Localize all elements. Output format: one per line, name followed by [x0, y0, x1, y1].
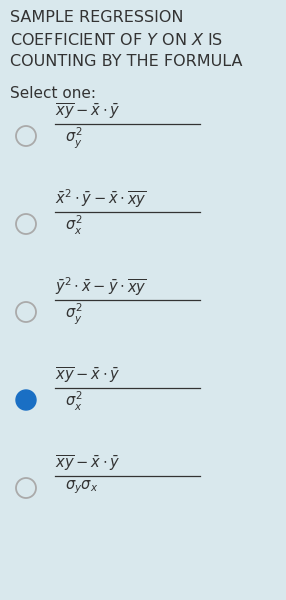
Circle shape	[16, 390, 36, 410]
Text: COUNTING BY THE FORMULA: COUNTING BY THE FORMULA	[10, 54, 243, 69]
Text: $\overline{xy}-\bar{x}\cdot\bar{y}$: $\overline{xy}-\bar{x}\cdot\bar{y}$	[55, 366, 120, 386]
Text: $\overline{xy}-\bar{x}\cdot \bar{y}$: $\overline{xy}-\bar{x}\cdot \bar{y}$	[55, 102, 120, 122]
Text: $\bar{x}^{2}\cdot\bar{y}-\bar{x}\cdot\overline{xy}$: $\bar{x}^{2}\cdot\bar{y}-\bar{x}\cdot\ov…	[55, 188, 147, 210]
Text: $\sigma_{y}^{2}$: $\sigma_{y}^{2}$	[65, 302, 82, 327]
Text: $\sigma_{x}^{2}$: $\sigma_{x}^{2}$	[65, 390, 82, 413]
Text: COEFFICIENT OF $Y$ ON $X$ IS: COEFFICIENT OF $Y$ ON $X$ IS	[10, 32, 223, 48]
Text: SAMPLE REGRESSION: SAMPLE REGRESSION	[10, 10, 184, 25]
Text: $\sigma_{y}^{2}$: $\sigma_{y}^{2}$	[65, 126, 82, 151]
Text: Select one:: Select one:	[10, 86, 96, 101]
Text: $\sigma_{x}^{2}$: $\sigma_{x}^{2}$	[65, 214, 82, 237]
Text: $\bar{y}^{2}\cdot\bar{x}-\bar{y}\cdot\overline{xy}$: $\bar{y}^{2}\cdot\bar{x}-\bar{y}\cdot\ov…	[55, 275, 146, 298]
Text: $\overline{xy}-\bar{x}\cdot\bar{y}$: $\overline{xy}-\bar{x}\cdot\bar{y}$	[55, 454, 120, 474]
Text: $\sigma_{y}\sigma_{x}$: $\sigma_{y}\sigma_{x}$	[65, 478, 98, 496]
